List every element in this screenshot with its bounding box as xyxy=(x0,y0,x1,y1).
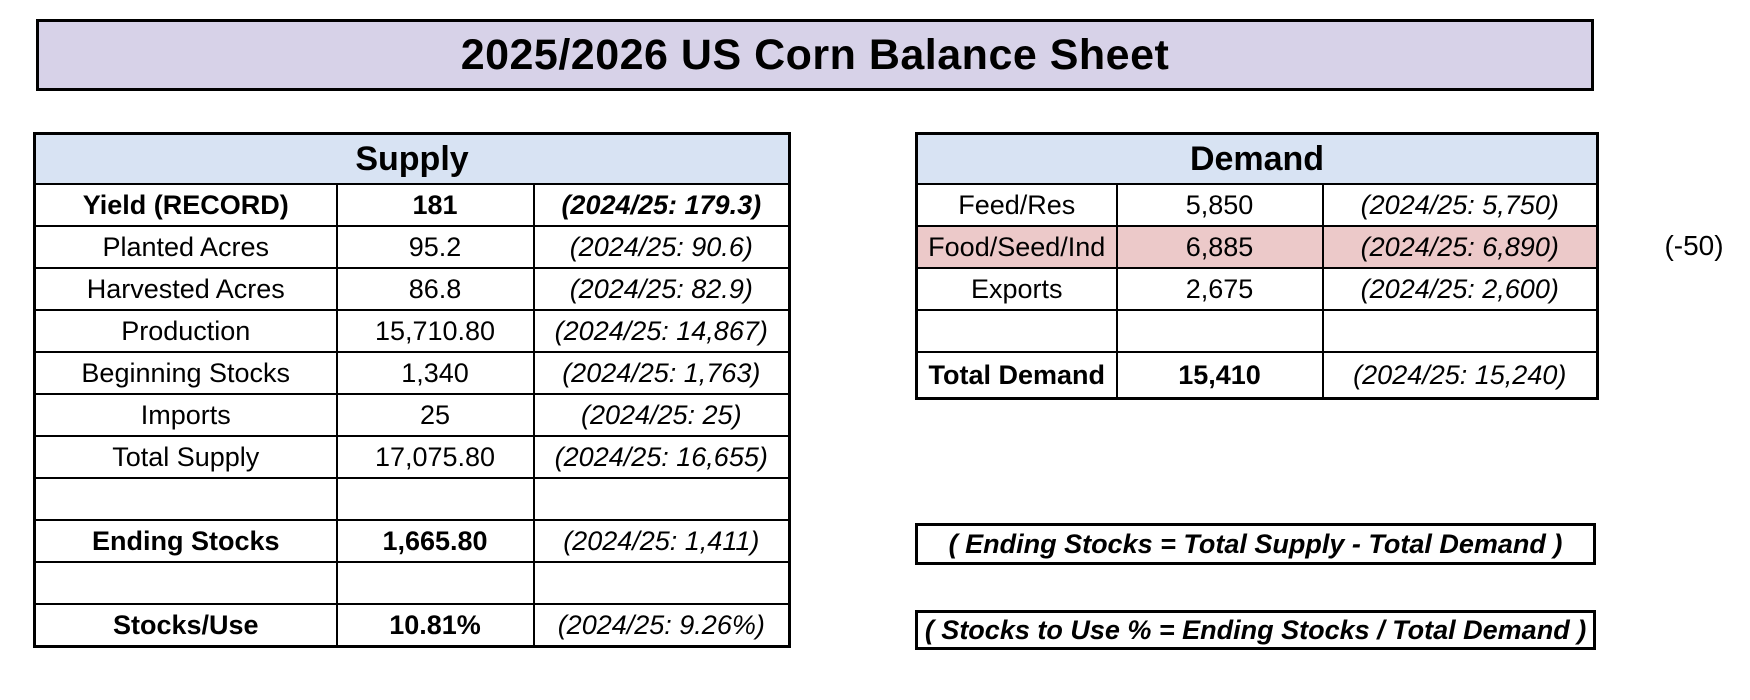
cell-value: 17,075.80 xyxy=(335,435,535,479)
table-row: Feed/Res 5,850 (2024/25: 5,750) xyxy=(915,183,1599,227)
cell-prior: (2024/25: 1,411) xyxy=(532,519,791,563)
table-row: Beginning Stocks 1,340 (2024/25: 1,763) xyxy=(33,351,791,395)
stocks-to-use-formula-note: ( Stocks to Use % = Ending Stocks / Tota… xyxy=(915,610,1596,650)
cell-prior xyxy=(532,561,791,605)
cell-value: 1,340 xyxy=(335,351,535,395)
cell-value: 15,710.80 xyxy=(335,309,535,353)
cell-prior: (2024/25: 16,655) xyxy=(532,435,791,479)
cell-label: Exports xyxy=(915,267,1118,311)
cell-prior xyxy=(1321,309,1599,353)
cell-prior: (2024/25: 179.3) xyxy=(532,183,791,227)
supply-header-cell: Supply xyxy=(33,132,791,185)
cell-value xyxy=(335,477,535,521)
cell-label xyxy=(33,477,338,521)
demand-header-cell: Demand xyxy=(915,132,1599,185)
demand-table: Demand Feed/Res 5,850 (2024/25: 5,750) F… xyxy=(915,132,1600,400)
table-row: Exports 2,675 (2024/25: 2,600) xyxy=(915,267,1599,311)
table-row: Production 15,710.80 (2024/25: 14,867) xyxy=(33,309,791,353)
cell-prior: (2024/25: 82.9) xyxy=(532,267,791,311)
sheet-title: 2025/2026 US Corn Balance Sheet xyxy=(36,19,1594,91)
cell-value: 5,850 xyxy=(1115,183,1324,227)
cell-label: Harvested Acres xyxy=(33,267,338,311)
table-row xyxy=(33,477,791,521)
cell-value: 1,665.80 xyxy=(335,519,535,563)
cell-value: 95.2 xyxy=(335,225,535,269)
cell-label: Yield (RECORD) xyxy=(33,183,338,227)
cell-prior: (2024/25: 25) xyxy=(532,393,791,437)
ending-stocks-formula-note: ( Ending Stocks = Total Supply - Total D… xyxy=(915,523,1596,565)
cell-prior: (2024/25: 14,867) xyxy=(532,309,791,353)
cell-prior: (2024/25: 6,890) xyxy=(1321,225,1599,269)
supply-table: Supply Yield (RECORD) 181 (2024/25: 179.… xyxy=(33,132,792,648)
table-row-highlighted: Food/Seed/Ind 6,885 (2024/25: 6,890) xyxy=(915,225,1599,269)
cell-label: Total Supply xyxy=(33,435,338,479)
cell-label: Production xyxy=(33,309,338,353)
delta-annotation: (-50) xyxy=(1664,230,1724,261)
cell-label: Food/Seed/Ind xyxy=(915,225,1118,269)
cell-value: 15,410 xyxy=(1115,351,1324,400)
cell-value xyxy=(1115,309,1324,353)
table-row: Stocks/Use 10.81% (2024/25: 9.26%) xyxy=(33,603,791,648)
table-row: Yield (RECORD) 181 (2024/25: 179.3) xyxy=(33,183,791,227)
table-row xyxy=(33,561,791,605)
table-row: Total Demand 15,410 (2024/25: 15,240) xyxy=(915,351,1599,400)
table-row: Harvested Acres 86.8 (2024/25: 82.9) xyxy=(33,267,791,311)
cell-prior: (2024/25: 2,600) xyxy=(1321,267,1599,311)
cell-label: Ending Stocks xyxy=(33,519,338,563)
cell-prior xyxy=(532,477,791,521)
cell-prior: (2024/25: 1,763) xyxy=(532,351,791,395)
cell-prior: (2024/25: 5,750) xyxy=(1321,183,1599,227)
table-row: Supply xyxy=(33,132,791,185)
table-row xyxy=(915,309,1599,353)
cell-value: 6,885 xyxy=(1115,225,1324,269)
table-row: Planted Acres 95.2 (2024/25: 90.6) xyxy=(33,225,791,269)
cell-value: 25 xyxy=(335,393,535,437)
cell-value xyxy=(335,561,535,605)
cell-prior: (2024/25: 9.26%) xyxy=(532,603,791,648)
table-row: Total Supply 17,075.80 (2024/25: 16,655) xyxy=(33,435,791,479)
cell-value: 2,675 xyxy=(1115,267,1324,311)
cell-prior: (2024/25: 15,240) xyxy=(1321,351,1599,400)
cell-label xyxy=(33,561,338,605)
table-row: Imports 25 (2024/25: 25) xyxy=(33,393,791,437)
table-row: Demand xyxy=(915,132,1599,185)
cell-value: 10.81% xyxy=(335,603,535,648)
cell-label: Planted Acres xyxy=(33,225,338,269)
table-row: Ending Stocks 1,665.80 (2024/25: 1,411) xyxy=(33,519,791,563)
cell-value: 86.8 xyxy=(335,267,535,311)
cell-prior: (2024/25: 90.6) xyxy=(532,225,791,269)
cell-label: Imports xyxy=(33,393,338,437)
cell-label xyxy=(915,309,1118,353)
cell-label: Feed/Res xyxy=(915,183,1118,227)
cell-label: Beginning Stocks xyxy=(33,351,338,395)
cell-label: Total Demand xyxy=(915,351,1118,400)
cell-value: 181 xyxy=(335,183,535,227)
cell-label: Stocks/Use xyxy=(33,603,338,648)
